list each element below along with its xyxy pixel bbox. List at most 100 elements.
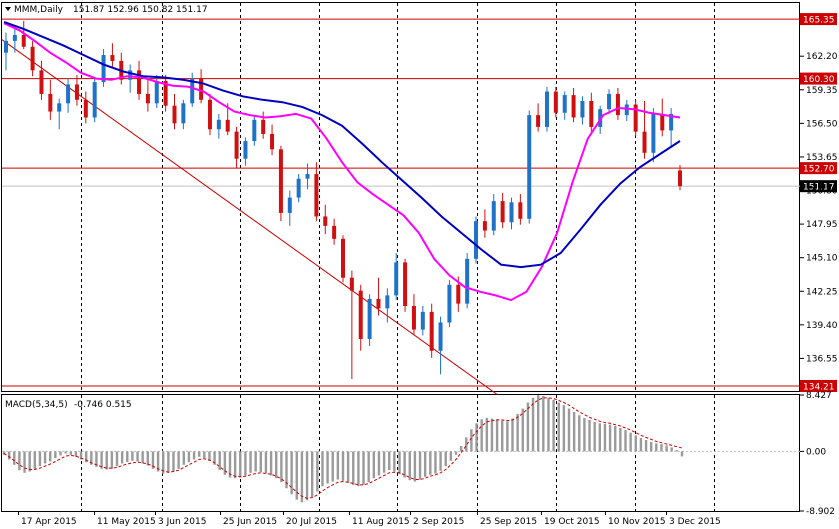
macd-histogram-bar: [275, 451, 278, 479]
candle-body: [420, 311, 425, 330]
macd-histogram-bar: [367, 451, 370, 483]
level-tag-label: 134.21: [803, 382, 835, 392]
moving-average-line: [3, 21, 681, 269]
macd-histogram-bar: [203, 451, 206, 459]
macd-histogram-bar: [377, 451, 381, 476]
macd-histogram-bar: [562, 405, 566, 452]
macd-histogram-bar: [439, 451, 442, 471]
macd-histogram-bar: [372, 451, 376, 479]
macd-histogram-bar: [470, 429, 473, 452]
macd-histogram-bar: [79, 451, 83, 460]
macd-histogram-bar: [352, 451, 355, 485]
macd-histogram-bar: [305, 451, 309, 501]
time-axis: 17 Apr 2015 11 May 2015 3 Jun 2015 25 Jun 2…: [18, 511, 721, 527]
candle-body: [544, 91, 549, 127]
macd-histogram-bar: [64, 451, 67, 454]
candle-body: [358, 290, 363, 339]
trendline-line: [1, 39, 498, 395]
level-tag: [800, 13, 837, 26]
macd-histogram-bar: [269, 451, 273, 476]
candle-body: [287, 197, 292, 213]
current-price-tag: [800, 180, 837, 193]
ohlc-readout: 151.87 152.96 150.82 151.17: [73, 5, 208, 15]
candle-body: [74, 84, 79, 100]
y-tick-label: 159.35: [806, 86, 838, 96]
vertical-grid: [81, 3, 715, 511]
candle-body: [562, 95, 567, 113]
macd-histogram-bar: [244, 451, 247, 476]
macd-histogram-bar: [516, 413, 519, 452]
price-axis: 162.20 159.35 156.50 153.65 150.80 147.95 145.…: [800, 52, 838, 364]
candle-body: [101, 55, 106, 83]
macd-histogram-bar: [511, 418, 514, 452]
macd-histogram-bar: [321, 451, 324, 487]
candle-body: [145, 93, 150, 104]
main-plot-frame: [1, 2, 800, 392]
candle-body: [376, 298, 381, 309]
macd-histogram-bar: [28, 451, 31, 472]
macd-histogram-bar: [208, 451, 211, 461]
candle-body: [341, 238, 345, 278]
macd-histogram-bar: [2, 451, 6, 455]
macd-histogram-bar: [146, 451, 150, 466]
level-tag: [800, 379, 837, 392]
dropdown-triangle-icon[interactable]: [5, 7, 11, 11]
candle-body: [190, 78, 195, 104]
macd-histogram-bar: [480, 419, 483, 452]
macd-histogram-bar: [557, 402, 560, 452]
candle-body: [385, 295, 390, 309]
level-tag: [800, 162, 837, 175]
macd-histogram-bar: [95, 451, 98, 467]
macd-histogram-bar: [357, 451, 360, 487]
macd-histogram-bar: [141, 451, 144, 464]
macd-histogram-bar: [393, 451, 396, 472]
macd-histogram-bar: [583, 417, 586, 452]
candle-body: [527, 115, 532, 219]
macd-histogram-bar: [341, 451, 345, 481]
macd-histogram-bar: [531, 397, 535, 452]
y-tick-label: 150.80: [806, 187, 838, 197]
candle-body: [110, 55, 115, 61]
macd-histogram-bar: [506, 421, 509, 452]
moving-averages: [3, 21, 681, 302]
macd-histogram-bar: [49, 451, 52, 462]
x-tick-label: 3 Dec 2015: [669, 517, 721, 527]
macd-histogram-bar: [572, 411, 576, 452]
macd-histogram-bar: [501, 420, 504, 452]
candle-body: [163, 80, 168, 106]
x-tick-label: 25 Jun 2015: [223, 517, 277, 527]
y-tick-label: 156.50: [806, 119, 838, 129]
macd-histogram-bar: [187, 451, 191, 463]
macd-histogram-bar: [218, 451, 221, 471]
macd-histogram-bar: [162, 451, 165, 474]
candle-body: [314, 174, 319, 217]
macd-histogram-bar: [475, 423, 478, 452]
x-tick-label: 25 Sep 2015: [480, 517, 537, 527]
candle-body: [633, 104, 638, 132]
macd-histogram-bar: [434, 451, 437, 474]
candle-body: [12, 34, 17, 41]
macd-histogram-bar: [110, 451, 114, 469]
candle-body: [518, 202, 523, 219]
macd-histogram-bar: [295, 451, 298, 500]
candle-body: [615, 93, 620, 116]
macd-histogram-bar: [239, 451, 242, 478]
candle-body: [438, 322, 443, 351]
candle-body: [332, 225, 337, 239]
candle-body: [509, 202, 514, 223]
candle-body: [367, 298, 372, 339]
macd-histogram-bar: [331, 451, 334, 482]
macd-histogram-bar: [336, 451, 340, 480]
macd-histogram-bar: [13, 451, 16, 465]
candle-body: [305, 174, 310, 179]
macd-histogram-bar: [490, 418, 494, 452]
macd-histogram-bar: [593, 421, 596, 452]
macd-histogram-bar: [23, 451, 26, 473]
x-tick-label: 10 Nov 2015: [608, 517, 666, 527]
candle-body: [252, 119, 257, 142]
macd-histogram-bar: [115, 451, 119, 467]
macd-histogram-bar: [542, 395, 545, 452]
symbol-label: MMM,Daily: [14, 5, 64, 15]
macd-histogram-bar: [126, 451, 129, 463]
candle-body: [278, 149, 283, 213]
